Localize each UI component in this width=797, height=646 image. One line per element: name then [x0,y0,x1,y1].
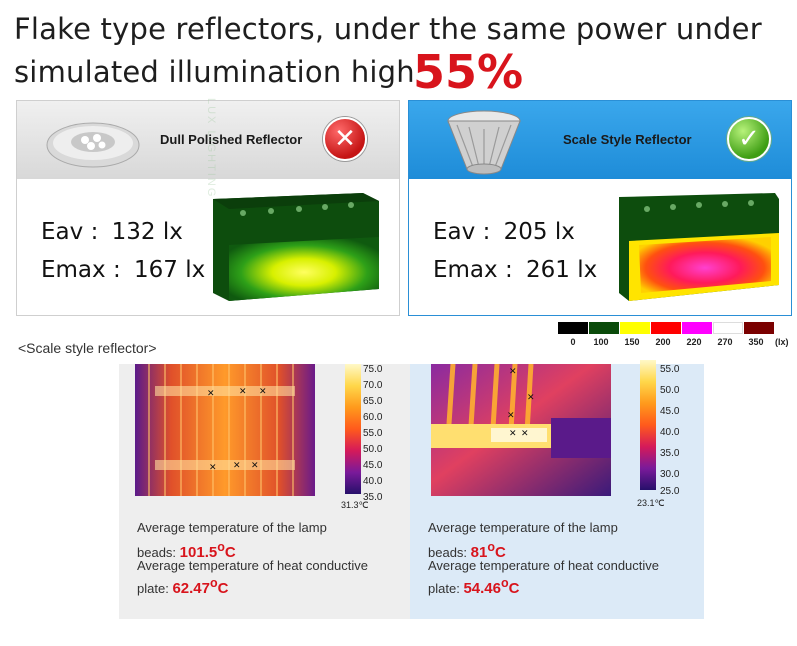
plate-label: plate: [428,581,460,596]
panel-scale-reflector: Scale Style Reflector ✓ Eav : 205 lx Ema… [408,100,792,316]
beads-label: beads: [137,545,177,560]
colorbar-tick: 65.0 [363,396,383,407]
dull-reflector-lamp-icon [46,122,140,168]
beads-value: 81oC [470,540,506,561]
temperature-colorbar [640,360,656,490]
emax-row: Emax : 261 lx [433,257,597,283]
colorbar-min: 31.3℃ [341,500,369,510]
emax-value: 261 lx [526,257,598,283]
plate-temp-label: Average temperature of heat conductive [137,558,369,573]
colorbar-tick: 45.0 [660,406,680,417]
panel-header: Dull Polished Reflector ✕ [17,101,399,179]
plate-value: 54.46oC [463,576,520,597]
svg-text:✕: ✕ [509,429,517,439]
emax-sep: : [112,257,121,283]
svg-text:✕: ✕ [259,387,267,397]
emax-label: Emax [41,257,106,283]
plate-row: plate: 54.46oC [428,576,519,597]
colorbar-tick: 75.0 [363,364,383,375]
svg-text:✕: ✕ [233,461,241,471]
eav-value: 132 lx [111,219,183,245]
panel-header: Scale Style Reflector ✓ [409,101,791,179]
illuminance-simulation-left [213,193,379,301]
eav-row: Eav : 205 lx [433,219,575,245]
colorbar-tick: 25.0 [660,486,680,497]
scale-label: 270 [717,337,733,347]
plate-temp-label: Average temperature of heat conductive [428,558,660,573]
emax-label: Emax [433,257,498,283]
eav-label: Eav [433,219,476,245]
colorbar-tick: 60.0 [363,412,383,423]
svg-text:✕: ✕ [507,411,515,421]
scale-swatch [620,322,650,334]
scale-label: 220 [686,337,702,347]
thermal-image-right: ✕ ✕ ✕ ✕ ✕ [431,364,611,496]
headline-percent: 55% [413,45,524,99]
beads-row: beads: 81oC [428,540,506,561]
panel-title: Dull Polished Reflector [160,132,303,147]
scale-label: 350 [748,337,764,347]
colorbar-tick: 40.0 [660,427,680,438]
eav-value: 205 lx [503,219,575,245]
colorbar-tick: 35.0 [660,448,680,459]
eav-label: Eav [41,219,84,245]
scale-label: 0 [570,337,576,347]
temperature-colorbar [345,364,361,494]
scale-label: 100 [593,337,609,347]
colorbar-tick: 55.0 [660,364,680,375]
eav-row: Eav : 132 lx [41,219,183,245]
colorbar-tick: 55.0 [363,428,383,439]
beads-row: beads: 101.5oC [137,540,236,561]
thermal-column-right: ✕ ✕ ✕ ✕ ✕ 55.0 50.0 45.0 40.0 35.0 30.0 25.… [410,360,704,619]
emax-row: Emax : 167 lx [41,257,205,283]
colorbar-tick: 50.0 [660,385,680,396]
emax-value: 167 lx [134,257,206,283]
colorbar-tick: 30.0 [660,469,680,480]
headline-line-1: Flake type reflectors, under the same po… [14,12,762,46]
thermal-image-left: ✕ ✕ ✕ ✕ ✕ ✕ [135,364,315,496]
svg-text:✕: ✕ [239,387,247,397]
panel-title: Scale Style Reflector [563,132,692,147]
headline-line-2: simulated illumination high [14,55,415,89]
panel-dull-reflector: Dull Polished Reflector ✕ Eav : 132 lx E… [16,100,400,316]
svg-text:✕: ✕ [209,463,217,473]
scale-unit: (lx) [775,337,789,347]
scale-swatch [558,322,588,334]
scale-swatch [713,322,743,334]
watermark: LUX LIGHTING [205,98,217,199]
eav-sep: : [90,219,99,245]
lamp-temp-label: Average temperature of the lamp [428,520,618,535]
svg-text:✕: ✕ [527,393,535,403]
colorbar-tick: 45.0 [363,460,383,471]
x-circle-icon: ✕ [323,117,367,161]
check-circle-icon: ✓ [727,117,771,161]
svg-text:✕: ✕ [251,461,259,471]
scale-swatch [682,322,712,334]
scale-swatch [589,322,619,334]
plate-label: plate: [137,581,169,596]
eav-sep: : [482,219,491,245]
svg-text:✕: ✕ [207,389,215,399]
illuminance-simulation-right [619,193,779,301]
section-label: <Scale style reflector> [18,340,157,356]
colorbar-tick: 40.0 [363,476,383,487]
colorbar-tick: 70.0 [363,380,383,391]
plate-value: 62.47oC [172,576,229,597]
scale-swatch [651,322,681,334]
scale-label: 200 [655,337,671,347]
colorbar-min: 23.1℃ [637,498,665,508]
svg-text:✕: ✕ [509,367,517,377]
thermal-column-left: ✕ ✕ ✕ ✕ ✕ ✕ 75.0 70.0 65.0 60.0 55.0 50.0 45… [119,364,410,619]
scale-reflector-lamp-icon [447,110,521,175]
scale-label: 150 [624,337,640,347]
colorbar-tick: 50.0 [363,444,383,455]
colorbar-tick: 35.0 [363,492,383,503]
svg-text:✕: ✕ [521,429,529,439]
beads-value: 101.5oC [179,540,236,561]
scale-swatch [744,322,774,334]
beads-label: beads: [428,545,468,560]
lamp-temp-label: Average temperature of the lamp [137,520,327,535]
emax-sep: : [504,257,513,283]
plate-row: plate: 62.47oC [137,576,228,597]
